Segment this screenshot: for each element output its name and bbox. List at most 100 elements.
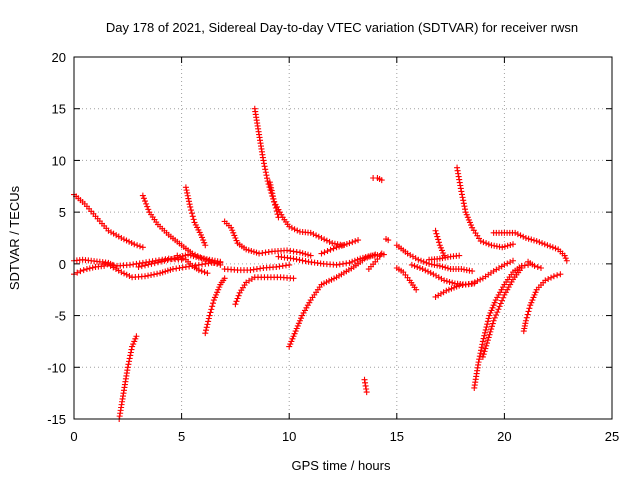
data-point-marker <box>497 300 504 307</box>
data-point-marker <box>148 272 155 279</box>
data-point-marker <box>201 269 208 276</box>
data-point-marker <box>124 364 131 371</box>
data-point-marker <box>302 258 309 265</box>
data-point-marker <box>180 255 187 262</box>
data-point-marker <box>253 249 260 256</box>
data-point-marker <box>286 223 293 230</box>
data-point-marker <box>437 244 444 251</box>
data-point-marker <box>209 303 216 310</box>
data-point-marker <box>349 239 356 246</box>
data-point-marker <box>151 271 158 278</box>
data-point-marker <box>490 302 497 309</box>
data-point-marker <box>453 283 460 290</box>
data-point-marker <box>480 239 487 246</box>
data-point-marker <box>446 278 453 285</box>
data-point-marker <box>291 226 298 233</box>
data-point-marker <box>435 239 442 246</box>
y-axis-label: SDTVAR / TECUs <box>7 185 22 290</box>
data-point-marker <box>363 389 370 396</box>
data-point-marker <box>487 309 494 316</box>
data-point-marker <box>349 258 356 265</box>
data-point-marker <box>476 356 483 363</box>
data-point-marker <box>413 286 420 293</box>
data-point-marker <box>232 301 239 308</box>
data-point-marker <box>504 260 511 267</box>
data-point-marker <box>459 194 466 201</box>
data-point-marker <box>547 243 554 250</box>
data-point-marker <box>500 294 507 301</box>
data-point-marker <box>128 346 135 353</box>
data-point-marker <box>262 166 269 173</box>
data-point-marker <box>514 231 521 238</box>
data-point-marker <box>185 251 192 258</box>
data-point-marker <box>504 242 511 249</box>
data-point-marker <box>351 257 358 264</box>
data-point-marker <box>162 268 169 275</box>
data-point-marker <box>305 251 312 258</box>
data-point-marker <box>475 359 482 366</box>
data-point-marker <box>292 328 299 335</box>
y-tick-label: -10 <box>47 360 66 375</box>
data-point-marker <box>528 299 535 306</box>
data-point-marker <box>74 269 81 276</box>
x-tick-label: 10 <box>282 429 296 444</box>
data-point-marker <box>203 324 210 331</box>
data-point-marker <box>321 249 328 256</box>
data-point-marker <box>294 227 301 234</box>
data-point-marker <box>427 269 434 276</box>
data-point-marker <box>549 244 556 251</box>
data-series <box>432 257 517 300</box>
data-point-marker <box>187 252 194 259</box>
data-point-marker <box>230 229 237 236</box>
data-point-marker <box>463 211 470 218</box>
data-point-marker <box>548 274 555 281</box>
data-point-marker <box>432 227 439 234</box>
data-point-marker <box>89 264 96 271</box>
data-point-marker <box>204 270 211 277</box>
data-point-marker <box>188 207 195 214</box>
data-point-marker <box>202 327 209 334</box>
data-point-marker <box>504 286 511 293</box>
data-point-marker <box>268 184 275 191</box>
data-point-marker <box>557 271 564 278</box>
data-point-marker <box>485 241 492 248</box>
data-point-marker <box>202 330 209 337</box>
y-tick-label: 15 <box>52 102 66 117</box>
data-point-marker <box>131 338 138 345</box>
data-point-marker <box>483 324 490 331</box>
data-point-marker <box>488 323 495 330</box>
data-point-marker <box>159 269 166 276</box>
data-point-marker <box>545 276 552 283</box>
data-point-marker <box>562 255 569 262</box>
data-point-marker <box>433 230 440 237</box>
data-point-marker <box>299 312 306 319</box>
data-point-marker <box>525 308 532 315</box>
data-point-marker <box>550 273 557 280</box>
data-point-marker <box>436 262 443 269</box>
data-point-marker <box>385 237 392 244</box>
data-point-marker <box>295 320 302 327</box>
data-point-marker <box>307 252 314 259</box>
data-point-marker <box>462 209 469 216</box>
data-point-marker <box>318 235 325 241</box>
data-point-marker <box>250 248 257 255</box>
data-point-marker <box>478 347 485 354</box>
data-point-marker <box>299 250 306 257</box>
data-point-marker <box>188 210 195 217</box>
data-point-marker <box>115 233 122 240</box>
data-series <box>432 227 448 259</box>
data-point-marker <box>127 352 134 359</box>
y-tick-label: 0 <box>59 257 66 272</box>
data-series <box>107 259 224 281</box>
data-point-marker <box>214 289 221 296</box>
data-point-marker <box>145 272 152 279</box>
data-point-marker <box>510 241 517 248</box>
data-point-marker <box>441 277 448 284</box>
data-point-marker <box>245 247 252 254</box>
data-series <box>286 251 379 350</box>
data-point-marker <box>142 273 149 280</box>
data-point-marker <box>286 343 293 350</box>
data-point-marker <box>508 278 515 285</box>
data-point-marker <box>448 285 455 292</box>
